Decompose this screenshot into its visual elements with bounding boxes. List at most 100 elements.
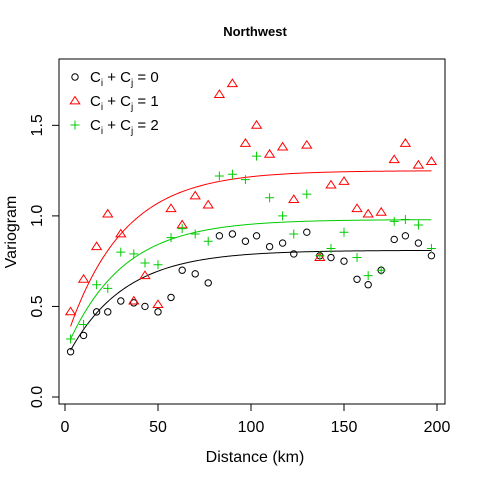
data-point — [327, 253, 335, 262]
data-point — [215, 232, 224, 240]
data-point — [239, 138, 252, 147]
fit-curve — [70, 170, 432, 327]
data-point — [77, 273, 90, 283]
data-point — [389, 216, 399, 226]
data-point — [290, 250, 298, 258]
data-point — [104, 308, 112, 316]
data-point — [190, 229, 200, 239]
legend-label: Ci + Cj = 1 — [90, 93, 159, 113]
data-point — [129, 249, 139, 259]
data-point — [241, 237, 250, 245]
data-point — [265, 193, 275, 203]
data-point — [376, 265, 386, 275]
y-tick-label: 1.0 — [29, 205, 46, 227]
data-point — [400, 215, 410, 225]
data-point — [414, 239, 423, 247]
y-tick-label: 1.5 — [29, 114, 46, 136]
data-point — [204, 279, 212, 287]
data-point — [314, 252, 326, 261]
data-point — [102, 208, 114, 218]
data-point — [64, 306, 77, 316]
data-point — [167, 293, 175, 302]
data-point — [252, 232, 261, 240]
data-point — [326, 243, 336, 253]
data-point — [353, 275, 361, 283]
data-point — [79, 331, 88, 340]
data-point — [90, 241, 103, 251]
data-point — [178, 266, 186, 274]
data-point — [189, 190, 201, 200]
data-point — [140, 258, 150, 268]
data-points — [64, 78, 438, 356]
data-point — [92, 308, 101, 316]
legend-marker — [69, 95, 81, 105]
x-tick-label: 100 — [238, 419, 265, 436]
data-point — [154, 308, 162, 316]
legend-marker — [70, 120, 80, 130]
data-point — [265, 242, 274, 251]
data-point — [165, 203, 177, 213]
data-point — [66, 334, 76, 344]
data-point — [240, 175, 250, 185]
data-point — [278, 239, 287, 247]
data-point — [301, 139, 313, 149]
data-point — [202, 199, 214, 209]
data-point — [276, 141, 289, 151]
x-axis: 0 50 100 150 200 — [61, 403, 450, 436]
data-point — [399, 138, 412, 147]
data-point — [226, 78, 239, 88]
data-point — [152, 299, 164, 309]
data-point — [263, 148, 276, 158]
fit-curve — [70, 249, 432, 351]
data-point — [325, 179, 337, 189]
data-point — [214, 171, 224, 181]
data-point — [352, 253, 362, 263]
fit-curve — [70, 219, 432, 340]
data-point — [191, 270, 199, 278]
data-point — [401, 232, 410, 240]
data-point — [278, 211, 288, 221]
plot-frame — [58, 58, 446, 405]
data-point — [302, 189, 312, 199]
data-point — [362, 208, 374, 218]
data-point — [115, 228, 127, 238]
data-point — [289, 229, 299, 239]
x-tick-label: 150 — [331, 419, 358, 436]
data-point — [413, 220, 423, 230]
data-point — [250, 119, 263, 129]
data-point — [166, 233, 176, 243]
legend-label: Ci + Cj = 0 — [90, 69, 159, 89]
data-point — [203, 236, 213, 246]
legend-marker — [71, 73, 79, 81]
data-point — [390, 235, 398, 244]
data-point — [153, 260, 163, 270]
data-point — [375, 206, 387, 216]
data-point — [103, 283, 113, 293]
data-point — [117, 297, 125, 305]
data-point — [139, 270, 151, 280]
data-point — [340, 257, 348, 265]
fit-curves — [70, 170, 432, 351]
data-point — [177, 224, 187, 234]
chart-title: Northwest — [223, 24, 287, 39]
y-tick-label: 0.0 — [29, 386, 46, 408]
data-point — [339, 227, 349, 237]
data-point — [228, 230, 237, 238]
data-point — [141, 302, 149, 311]
data-point — [116, 247, 126, 257]
data-point — [364, 281, 372, 289]
x-axis-label: Distance (km) — [206, 449, 305, 466]
x-tick-label: 50 — [149, 419, 167, 436]
data-point — [227, 169, 237, 179]
x-tick-label: 0 — [61, 419, 70, 436]
data-point — [213, 89, 226, 98]
data-point — [363, 271, 373, 281]
legend-label: Ci + Cj = 2 — [90, 117, 159, 137]
data-point — [288, 194, 300, 204]
data-point — [66, 348, 75, 356]
data-point — [92, 280, 102, 290]
legend: Ci + Cj = 0 Ci + Cj = 1 Ci + Cj = 2 — [69, 69, 159, 137]
data-point — [315, 251, 325, 261]
data-point — [130, 299, 138, 307]
y-axis-label: Variogram — [3, 196, 20, 269]
